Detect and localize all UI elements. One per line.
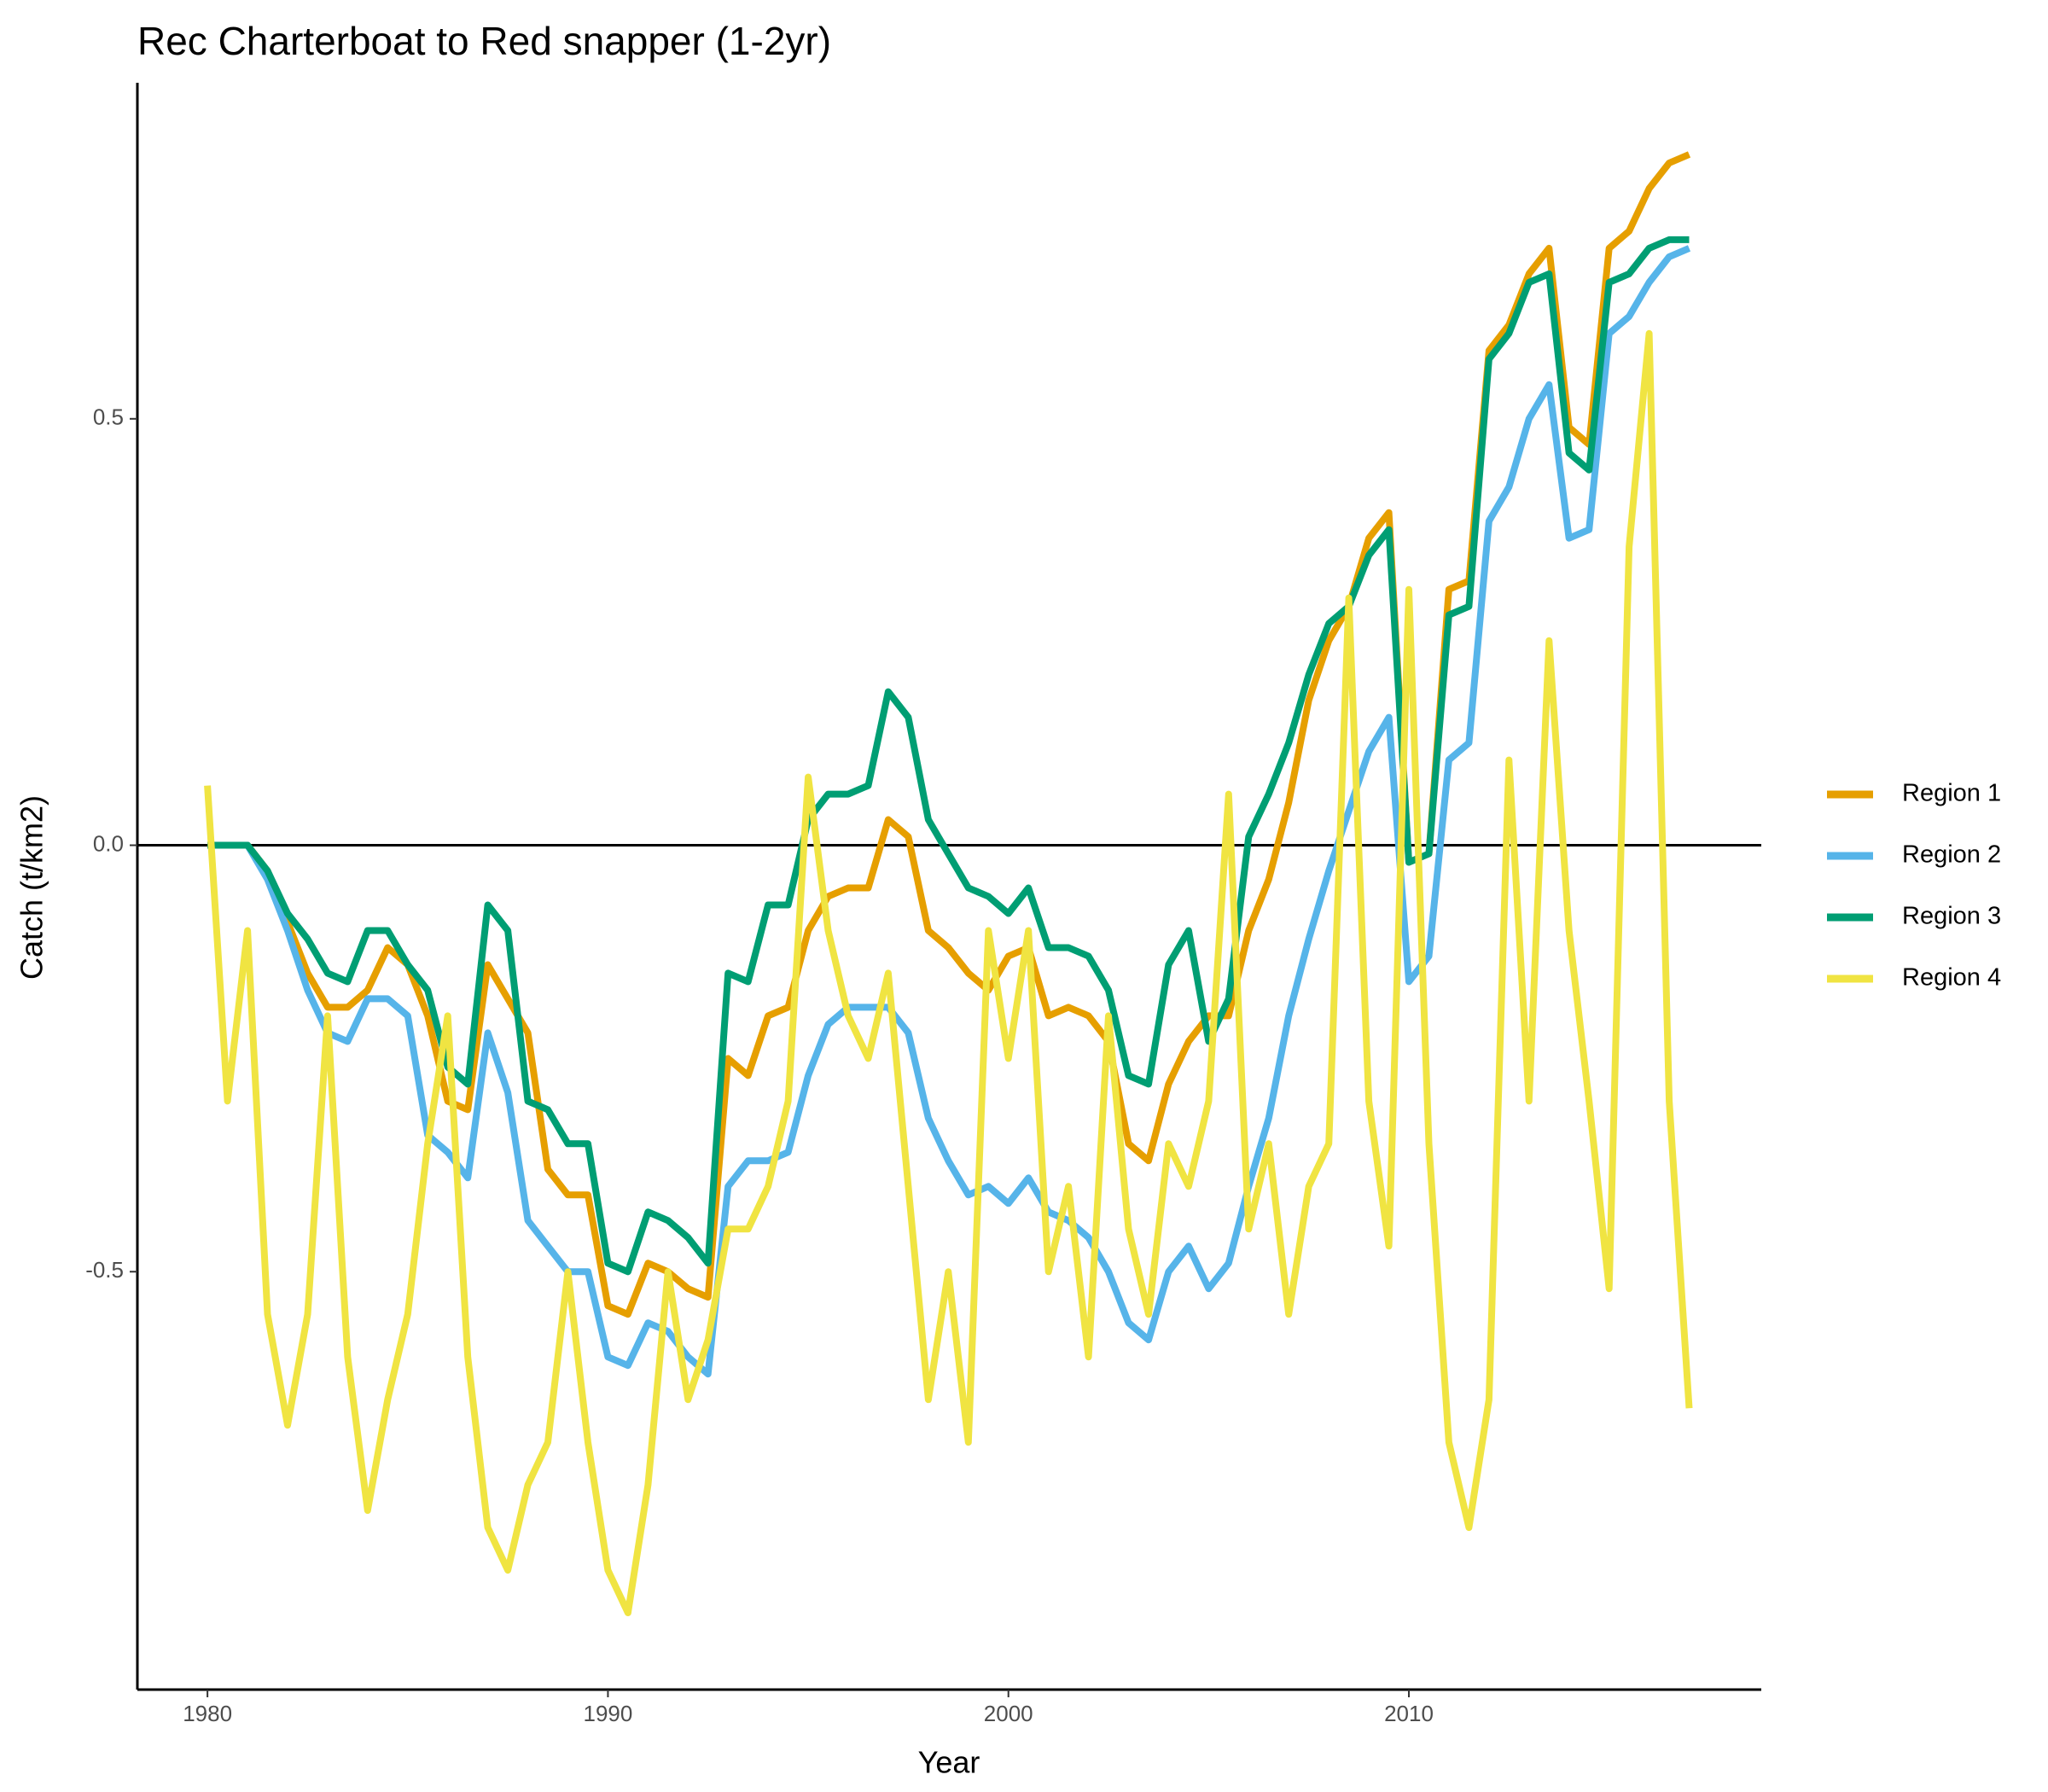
chart-title: Rec Charterboat to Red snapper (1-2yr)	[137, 19, 831, 63]
x-tick-label: 1990	[584, 1701, 633, 1726]
x-axis-label: Year	[918, 1745, 980, 1780]
series-line	[204, 329, 1693, 1616]
x-tick-label: 2010	[1384, 1701, 1434, 1726]
y-tick-label: -0.5	[85, 1257, 124, 1283]
y-tick-label: 0.0	[93, 830, 124, 856]
x-tick-label: 2000	[984, 1701, 1033, 1726]
legend-label: Region 4	[1902, 964, 2001, 992]
x-tick-label: 1980	[183, 1701, 232, 1726]
legend-label: Region 2	[1902, 841, 2001, 869]
series-line	[207, 245, 1691, 1378]
y-tick-label: 0.5	[93, 404, 124, 430]
y-axis-label: Catch (t/km2)	[15, 795, 49, 980]
legend-label: Region 1	[1902, 780, 2001, 807]
legend-label: Region 3	[1902, 903, 2001, 930]
